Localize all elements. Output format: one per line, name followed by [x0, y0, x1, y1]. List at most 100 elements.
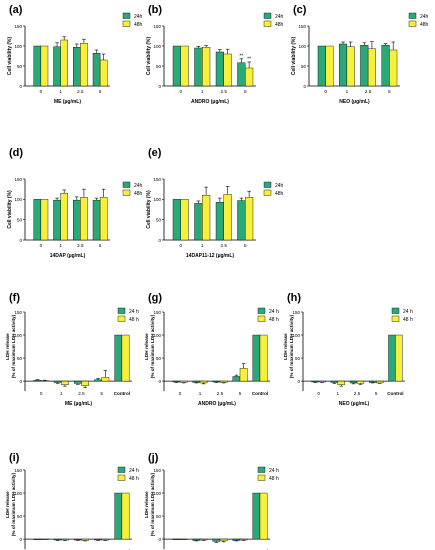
bar-24h — [33, 45, 42, 87]
panel-label: (j) — [148, 452, 159, 464]
y-tick-label: 0 — [297, 379, 300, 384]
y-tick-label: 0 — [19, 238, 22, 243]
bar-24h — [232, 538, 241, 541]
bar-48h — [318, 380, 326, 383]
bar-48h — [40, 199, 49, 241]
x-axis-label: NEO (µg/mL) — [339, 401, 370, 407]
chart-panel-c: (c) 0 50 100 150 Cell viability (%) 0 1 2.5 5 NEO … — [291, 4, 429, 105]
panel-label: (h) — [287, 292, 301, 304]
legend-label: 24h — [275, 14, 284, 20]
y-tick-label: 50 — [156, 64, 162, 69]
y-axis-label-units: (% of maximum LDH activity) — [289, 314, 294, 378]
legend-swatch-48h — [408, 20, 417, 27]
legend-swatch-48h — [122, 20, 131, 27]
x-tick-label: 1 — [59, 89, 62, 94]
chart-panel-b: (b) 0 50 100 150 Cell viability (%) 0 1 2.5 5 ** **… — [146, 4, 284, 105]
bar-24h — [388, 334, 396, 382]
bar-48h — [376, 380, 384, 384]
legend-label: 24 h — [129, 309, 139, 315]
legend-label: 48h — [134, 22, 143, 28]
x-axis-label: ME (µg/mL) — [65, 401, 92, 407]
y-tick-label: 150 — [14, 310, 22, 315]
legend-swatch-24h — [257, 307, 266, 314]
x-tick-label: 0 — [324, 89, 327, 94]
bar-24h — [215, 201, 224, 241]
bar-48h — [80, 43, 88, 87]
legend-label: 48 h — [269, 476, 279, 482]
chart-panel-j: (j) 0 50 100 150 LDH release (% of maximum LDH… — [144, 452, 279, 550]
y-tick-label: 100 — [153, 491, 161, 496]
x-tick-label: 2.5 — [354, 391, 361, 396]
legend-swatch-24h — [122, 181, 131, 188]
x-tick-label: 2.5 — [221, 243, 228, 248]
y-tick-label: 150 — [14, 177, 22, 182]
panel-label: (c) — [293, 4, 307, 16]
y-axis-label-units: (% of maximum LDH activity) — [150, 472, 155, 536]
bar-48h — [179, 380, 188, 383]
bar-24h — [360, 45, 369, 87]
y-axis-label: LDH release — [283, 333, 288, 360]
x-tick-label: 0 — [40, 243, 43, 248]
x-axis-label: ANDRO (µg/mL) — [198, 401, 236, 407]
bar-24h — [172, 45, 181, 87]
legend-swatch-48h — [117, 315, 126, 322]
legend-swatch-24h — [408, 12, 417, 19]
y-tick-label: 100 — [153, 44, 161, 49]
panel-label: (f) — [9, 292, 20, 304]
significance-label: ** — [247, 57, 251, 63]
y-tick-label: 100 — [14, 197, 22, 202]
bar-48h — [61, 538, 69, 541]
x-tick-label: 1 — [346, 89, 349, 94]
y-tick-label: 150 — [298, 24, 306, 29]
legend-label: 24h — [134, 14, 143, 20]
legend-label: 48 h — [403, 317, 413, 323]
y-tick-label: 50 — [156, 217, 162, 222]
bar-24h — [252, 334, 261, 382]
x-tick-label: 1 — [337, 391, 340, 396]
bar-48h — [223, 194, 232, 241]
y-tick-label: 100 — [153, 333, 161, 338]
x-tick-label: 1 — [60, 391, 63, 396]
bar-24h — [237, 200, 246, 241]
bar-24h — [194, 47, 203, 87]
chart-panel-a: (a) 0 50 100 150 Cell viability (%) 0 1 2.5 5 ME (… — [7, 4, 143, 105]
legend-label: 48 h — [129, 476, 139, 482]
x-tick-label: 2.5 — [221, 89, 228, 94]
y-axis-label-units: (% of maximum LDH activity) — [11, 472, 16, 536]
x-tick-label: 0 — [40, 391, 43, 396]
bar-48h — [61, 380, 69, 385]
bar-24h — [53, 199, 61, 241]
legend-swatch-24h — [117, 307, 126, 314]
x-tick-label: 0 — [179, 391, 182, 396]
legend-label: 48 h — [269, 317, 279, 323]
bar-48h — [60, 193, 68, 241]
x-axis-label: NEO (µg/mL) — [339, 99, 370, 105]
bar-48h — [40, 45, 49, 87]
panel-label: (g) — [148, 292, 162, 304]
y-tick-label: 150 — [153, 24, 161, 29]
y-tick-label: 100 — [292, 333, 300, 338]
bar-48h — [337, 380, 345, 385]
bar-48h — [223, 53, 232, 87]
y-tick-label: 150 — [14, 24, 22, 29]
bar-48h — [60, 39, 68, 87]
chart-panel-e: (e) 0 50 100 150 Cell viability (%) 0 1 2.5 5 14DA… — [146, 147, 284, 259]
legend-label: 48 h — [129, 317, 139, 323]
y-axis-label: LDH release — [144, 491, 149, 518]
bar-24h — [92, 199, 101, 241]
x-tick-label: 1 — [201, 243, 204, 248]
bar-48h — [259, 492, 268, 540]
y-axis-label: Cell viability (%) — [7, 190, 13, 229]
bar-48h — [239, 367, 248, 382]
x-tick-label: 0 — [317, 391, 320, 396]
bar-24h — [73, 47, 81, 87]
bar-24h — [311, 380, 319, 383]
bar-48h — [81, 538, 89, 541]
legend-swatch-48h — [263, 20, 272, 27]
y-axis-label: LDH release — [144, 333, 149, 360]
y-axis-label-units: (% of maximum LDH activity) — [11, 314, 16, 378]
legend-label: 48h — [134, 191, 143, 197]
x-axis-label: ANDRO (µg/mL) — [191, 99, 229, 105]
